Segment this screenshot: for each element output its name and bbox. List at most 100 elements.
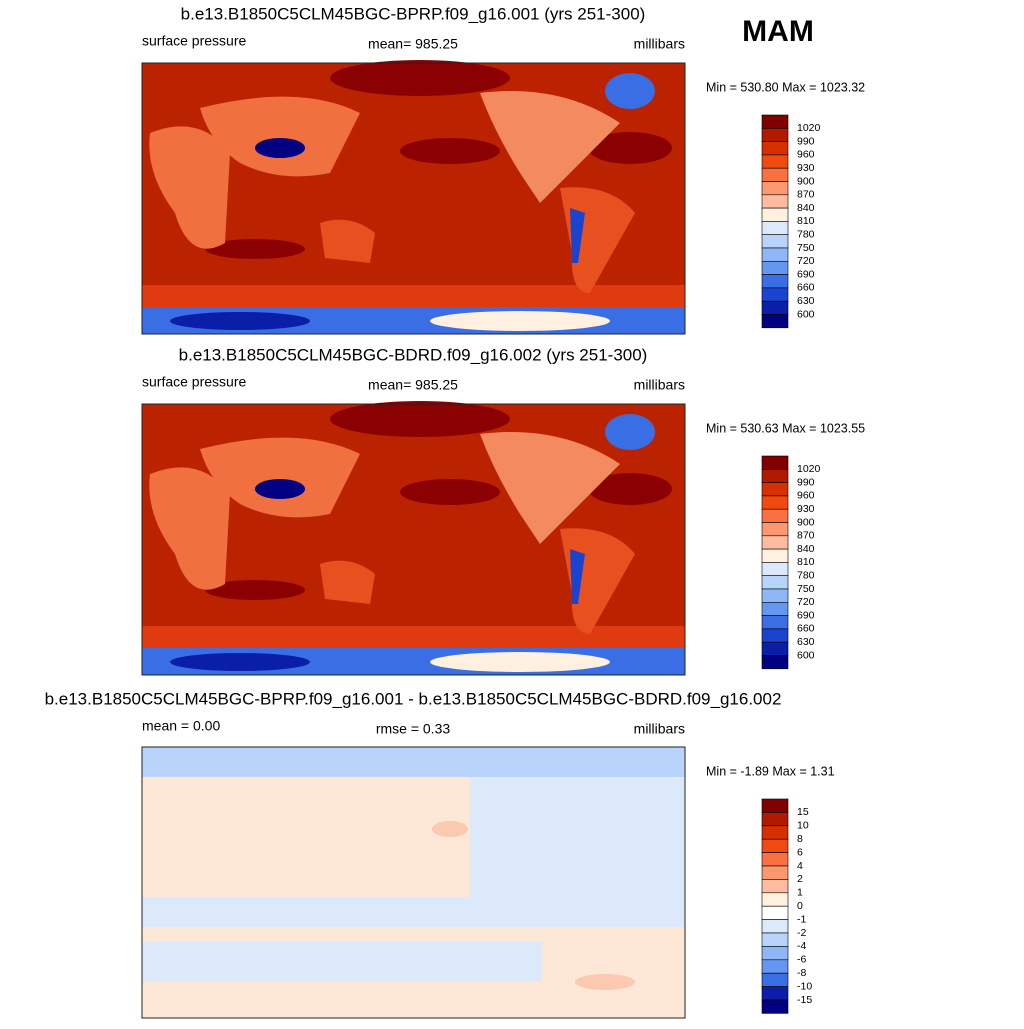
colorbar-box [761, 247, 789, 262]
neg-anomaly [142, 897, 685, 927]
colorbar-label: 6 [797, 846, 803, 858]
colorbar-box [761, 601, 789, 616]
colorbar-label: 750 [797, 242, 815, 254]
colorbar-label: 930 [797, 503, 815, 515]
map-border [141, 62, 686, 335]
colorbar-label: -2 [797, 927, 806, 939]
high-pressure [400, 479, 500, 505]
colorbar-box [761, 482, 789, 497]
neg-anomaly [142, 942, 542, 982]
colorbar-box [761, 932, 789, 947]
colorbar-box [761, 905, 789, 920]
panel-title: b.e13.B1850C5CLM45BGC-BPRP.f09_g16.001 -… [45, 689, 782, 708]
tibet [255, 138, 305, 158]
colorbar-label: 870 [797, 530, 815, 542]
antarctica-edge [430, 652, 610, 672]
colorbar-label: 780 [797, 569, 815, 581]
colorbar-label: 15 [797, 806, 809, 818]
min-max: Min = 530.80 Max = 1023.32 [706, 80, 865, 94]
colorbar-label: 930 [797, 162, 815, 174]
center-label: rmse = 0.33 [376, 721, 451, 737]
andes [570, 549, 585, 604]
colorbar-label: -8 [797, 967, 806, 979]
colorbar-box [761, 234, 789, 249]
colorbar-box [761, 181, 789, 196]
panel-title: b.e13.B1850C5CLM45BGC-BPRP.f09_g16.001 (… [181, 4, 646, 23]
antarctica-edge [430, 311, 610, 331]
colorbar-box [761, 575, 789, 590]
right-label: millibars [634, 36, 685, 52]
continent [149, 467, 230, 590]
tibet [255, 479, 305, 499]
panel-title: b.e13.B1850C5CLM45BGC-BDRD.f09_g16.002 (… [179, 345, 648, 364]
colorbar-label: 720 [797, 255, 815, 267]
colorbar-label: -1 [797, 913, 806, 925]
colorbar-box [761, 314, 789, 329]
colorbar-label: 900 [797, 175, 815, 187]
arctic-anomaly [142, 747, 685, 777]
colorbar-box [761, 825, 789, 840]
left-label: mean = 0.00 [142, 718, 220, 734]
high-pressure [400, 138, 500, 164]
greenland [605, 73, 655, 109]
antarctica-core [170, 653, 310, 671]
colorbar-label: 990 [797, 135, 815, 147]
colorbar-label: 990 [797, 476, 815, 488]
continent [200, 96, 360, 177]
colorbar-box [761, 865, 789, 880]
colorbar-box [761, 221, 789, 235]
colorbar-label: 900 [797, 516, 815, 528]
colorbar-label: 870 [797, 189, 815, 201]
colorbar-label: 630 [797, 295, 815, 307]
map-border [141, 746, 686, 1019]
colorbar-label: 0 [797, 900, 803, 912]
continent [200, 437, 360, 518]
high-pressure [330, 401, 510, 437]
center-label: mean= 985.25 [368, 377, 458, 393]
colorbar-label: 690 [797, 268, 815, 280]
colorbar-box [761, 495, 789, 510]
left-label: surface pressure [142, 374, 246, 390]
colorbar-box [761, 655, 789, 670]
right-label: millibars [634, 377, 685, 393]
colorbar-box [761, 522, 789, 537]
colorbar-label: -15 [797, 994, 812, 1006]
neg-anomaly [470, 777, 685, 897]
map-border [141, 403, 686, 676]
colorbar-box [761, 287, 789, 302]
colorbar-label: 1 [797, 887, 803, 899]
season-title: MAM [742, 15, 814, 48]
colorbar-label: 8 [797, 833, 803, 845]
map [141, 401, 686, 676]
colorbar-box [761, 972, 789, 987]
colorbar-label: 960 [797, 490, 815, 502]
colorbar-label: 690 [797, 609, 815, 621]
colorbar-box [761, 468, 789, 483]
colorbar-label: 600 [797, 649, 815, 661]
continent [320, 560, 375, 604]
min-max: Min = -1.89 Max = 1.31 [706, 764, 835, 778]
continent [149, 126, 230, 249]
high-pressure [205, 580, 305, 600]
colorbar-box [761, 892, 789, 907]
colorbar-box [761, 919, 789, 934]
continent [480, 432, 620, 544]
colorbar-box [761, 207, 789, 222]
colorbar-label: 810 [797, 215, 815, 227]
colorbar-box [761, 641, 789, 656]
colorbar-box [761, 194, 789, 209]
map [141, 746, 686, 1019]
colorbar-box [761, 946, 789, 961]
min-max: Min = 530.63 Max = 1023.55 [706, 421, 865, 435]
colorbar-label: 2 [797, 873, 803, 885]
colorbar-label: 780 [797, 228, 815, 240]
colorbar-label: 840 [797, 543, 815, 555]
colorbar-label: 750 [797, 583, 815, 595]
colorbar-box [761, 274, 789, 289]
colorbar-box [761, 798, 789, 813]
colorbar-label: 660 [797, 282, 815, 294]
colorbar-label: 630 [797, 636, 815, 648]
colorbar-box [761, 114, 789, 129]
right-label: millibars [634, 721, 685, 737]
